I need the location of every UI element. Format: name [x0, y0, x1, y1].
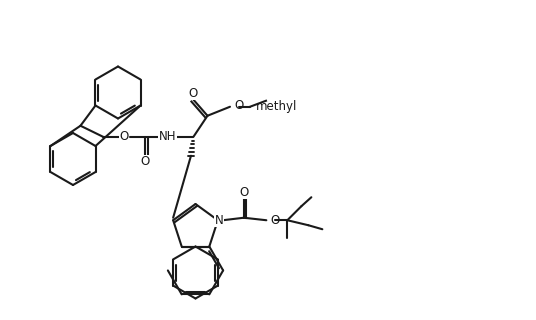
Text: O: O	[189, 87, 198, 100]
Text: NH: NH	[159, 130, 176, 143]
Text: O: O	[120, 130, 129, 143]
Text: O: O	[140, 155, 150, 168]
Text: methyl: methyl	[256, 100, 297, 113]
Text: O: O	[239, 186, 249, 199]
Text: O: O	[270, 214, 280, 227]
Text: O: O	[234, 99, 243, 112]
Text: N: N	[214, 214, 223, 227]
